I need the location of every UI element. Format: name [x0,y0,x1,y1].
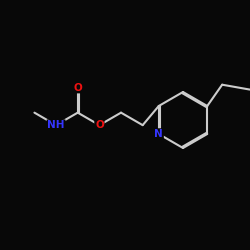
Text: O: O [95,120,104,130]
Text: O: O [73,83,82,93]
Text: NH: NH [47,120,65,130]
Text: N: N [154,129,163,139]
